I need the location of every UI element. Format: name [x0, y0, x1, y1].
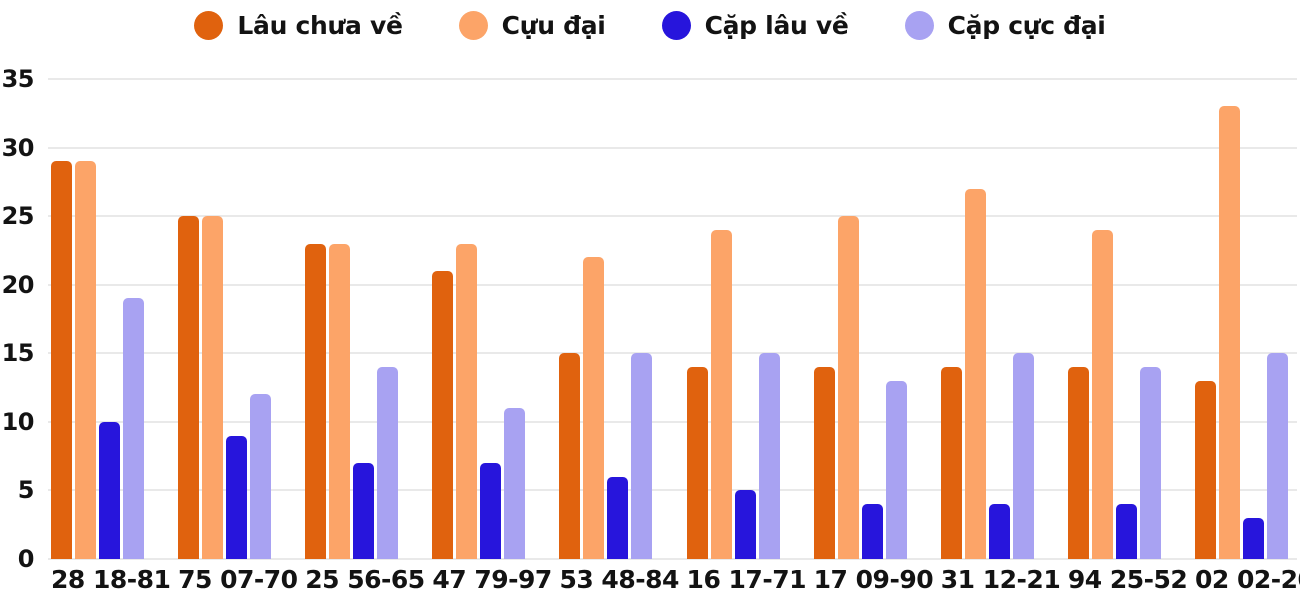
legend-item-4[interactable]: Cặp cực đại — [904, 10, 1106, 40]
bar-cựu-đại — [329, 243, 351, 559]
x-axis-label: 17 09-90 — [813, 565, 934, 594]
bar-cặp-lâu-về — [607, 476, 629, 559]
y-axis-label: 5 — [17, 476, 35, 505]
bar-cựu-đại — [1218, 106, 1240, 559]
bar-lâu-chưa-về — [178, 216, 200, 559]
y-axis-label: 15 — [1, 339, 35, 368]
bar-cặp-cực-đại — [377, 367, 399, 559]
gridline — [48, 78, 1297, 80]
bar-cặp-lâu-về — [99, 421, 120, 559]
x-axis-label: 53 48-84 — [559, 565, 679, 594]
legend-label: Lâu chưa về — [237, 10, 403, 40]
gridline — [48, 420, 1297, 423]
y-axis-label: 20 — [1, 270, 35, 299]
legend-label: Cặp cực đại — [947, 10, 1106, 40]
legend-swatch-icon — [194, 10, 224, 40]
bar-lâu-chưa-về — [940, 367, 962, 559]
y-axis-label: 25 — [1, 202, 35, 231]
bar-cặp-lâu-về — [1242, 517, 1264, 559]
legend-label: Cựu đại — [501, 10, 606, 40]
y-axis-label: 10 — [1, 407, 35, 436]
bar-group-25-56-65 — [305, 79, 399, 559]
bar-group-94-25-52 — [1067, 79, 1161, 559]
gridline — [48, 283, 1297, 286]
bar-group-28-18-81 — [51, 79, 144, 559]
bar-group-16-17-71 — [686, 79, 780, 559]
gridline — [48, 215, 1297, 218]
bar-cặp-lâu-về — [861, 504, 883, 559]
bar-cặp-cực-đại — [885, 380, 907, 559]
bar-lâu-chưa-về — [813, 367, 835, 559]
x-axis-label: 75 07-70 — [178, 565, 298, 594]
gridline — [48, 558, 1297, 560]
bar-group-75-07-70 — [178, 79, 272, 559]
bar-cặp-cực-đại — [1266, 353, 1288, 559]
bar-lâu-chưa-về — [686, 367, 708, 559]
bar-cặp-lâu-về — [988, 504, 1010, 559]
legend-swatch-icon — [458, 10, 488, 40]
x-axis: 28 18-81 75 07-70 25 56-65 47 79-97 53 48-84… — [48, 565, 1300, 594]
bar-group-17-09-90 — [813, 79, 907, 559]
chart-legend: Lâu chưa về Cựu đại Cặp lâu về Cặp cực đại — [0, 5, 1300, 45]
y-axis: 0 5 10 15 20 25 30 35 — [0, 0, 35, 600]
bar-cặp-cực-đại — [250, 394, 272, 559]
bar-cựu-đại — [456, 243, 478, 559]
bar-lâu-chưa-về — [51, 161, 72, 559]
bar-cặp-cực-đại — [504, 408, 526, 559]
bar-cặp-cực-đại — [631, 353, 653, 559]
gridline — [48, 352, 1297, 355]
x-axis-label: 31 12-21 — [940, 565, 1061, 594]
x-axis-label: 47 79-97 — [432, 565, 552, 594]
bar-cựu-đại — [837, 216, 859, 559]
bar-cựu-đại — [1091, 229, 1113, 559]
bar-cặp-cực-đại — [1139, 367, 1161, 559]
legend-item-3[interactable]: Cặp lâu về — [661, 10, 849, 40]
bar-cặp-cực-đại — [123, 298, 144, 559]
bar-lâu-chưa-về — [432, 271, 454, 559]
bar-cựu-đại — [202, 216, 224, 559]
bar-cựu-đại — [75, 161, 96, 559]
y-axis-label: 35 — [1, 65, 35, 93]
bar-cặp-lâu-về — [226, 435, 248, 559]
legend-label: Cặp lâu về — [704, 10, 849, 40]
bar-cặp-cực-đại — [1012, 353, 1034, 559]
bar-cựu-đại — [583, 257, 605, 559]
x-axis-label: 94 25-52 — [1067, 565, 1188, 594]
plot-area — [48, 78, 1297, 560]
x-axis-label: 25 56-65 — [305, 565, 425, 594]
y-axis-label: 0 — [17, 545, 35, 573]
bar-cựu-đại — [710, 229, 732, 559]
bar-cặp-lâu-về — [1115, 504, 1137, 559]
bar-group-47-79-97 — [432, 79, 526, 559]
legend-swatch-icon — [661, 10, 691, 40]
legend-swatch-icon — [904, 10, 934, 40]
bar-group-53-48-84 — [559, 79, 653, 559]
bar-lâu-chưa-về — [305, 243, 327, 559]
bar-cặp-lâu-về — [734, 490, 756, 559]
y-axis-label: 30 — [1, 133, 35, 162]
bar-cặp-lâu-về — [353, 463, 375, 559]
legend-item-1[interactable]: Lâu chưa về — [194, 10, 403, 40]
gridline — [48, 146, 1297, 149]
gridline — [48, 489, 1297, 492]
x-axis-label: 02 02-20 — [1194, 565, 1300, 594]
bar-groups — [48, 79, 1297, 559]
bar-cặp-cực-đại — [758, 353, 780, 559]
bar-group-02-02-20 — [1194, 79, 1288, 559]
x-axis-label: 28 18-81 — [51, 565, 171, 594]
bar-lâu-chưa-về — [1067, 367, 1089, 559]
bar-lâu-chưa-về — [1194, 380, 1216, 559]
bar-cựu-đại — [964, 188, 986, 559]
x-axis-label: 16 17-71 — [686, 565, 807, 594]
bar-cặp-lâu-về — [480, 463, 502, 559]
legend-item-2[interactable]: Cựu đại — [458, 10, 606, 40]
bar-group-31-12-21 — [940, 79, 1034, 559]
bar-lâu-chưa-về — [559, 353, 581, 559]
